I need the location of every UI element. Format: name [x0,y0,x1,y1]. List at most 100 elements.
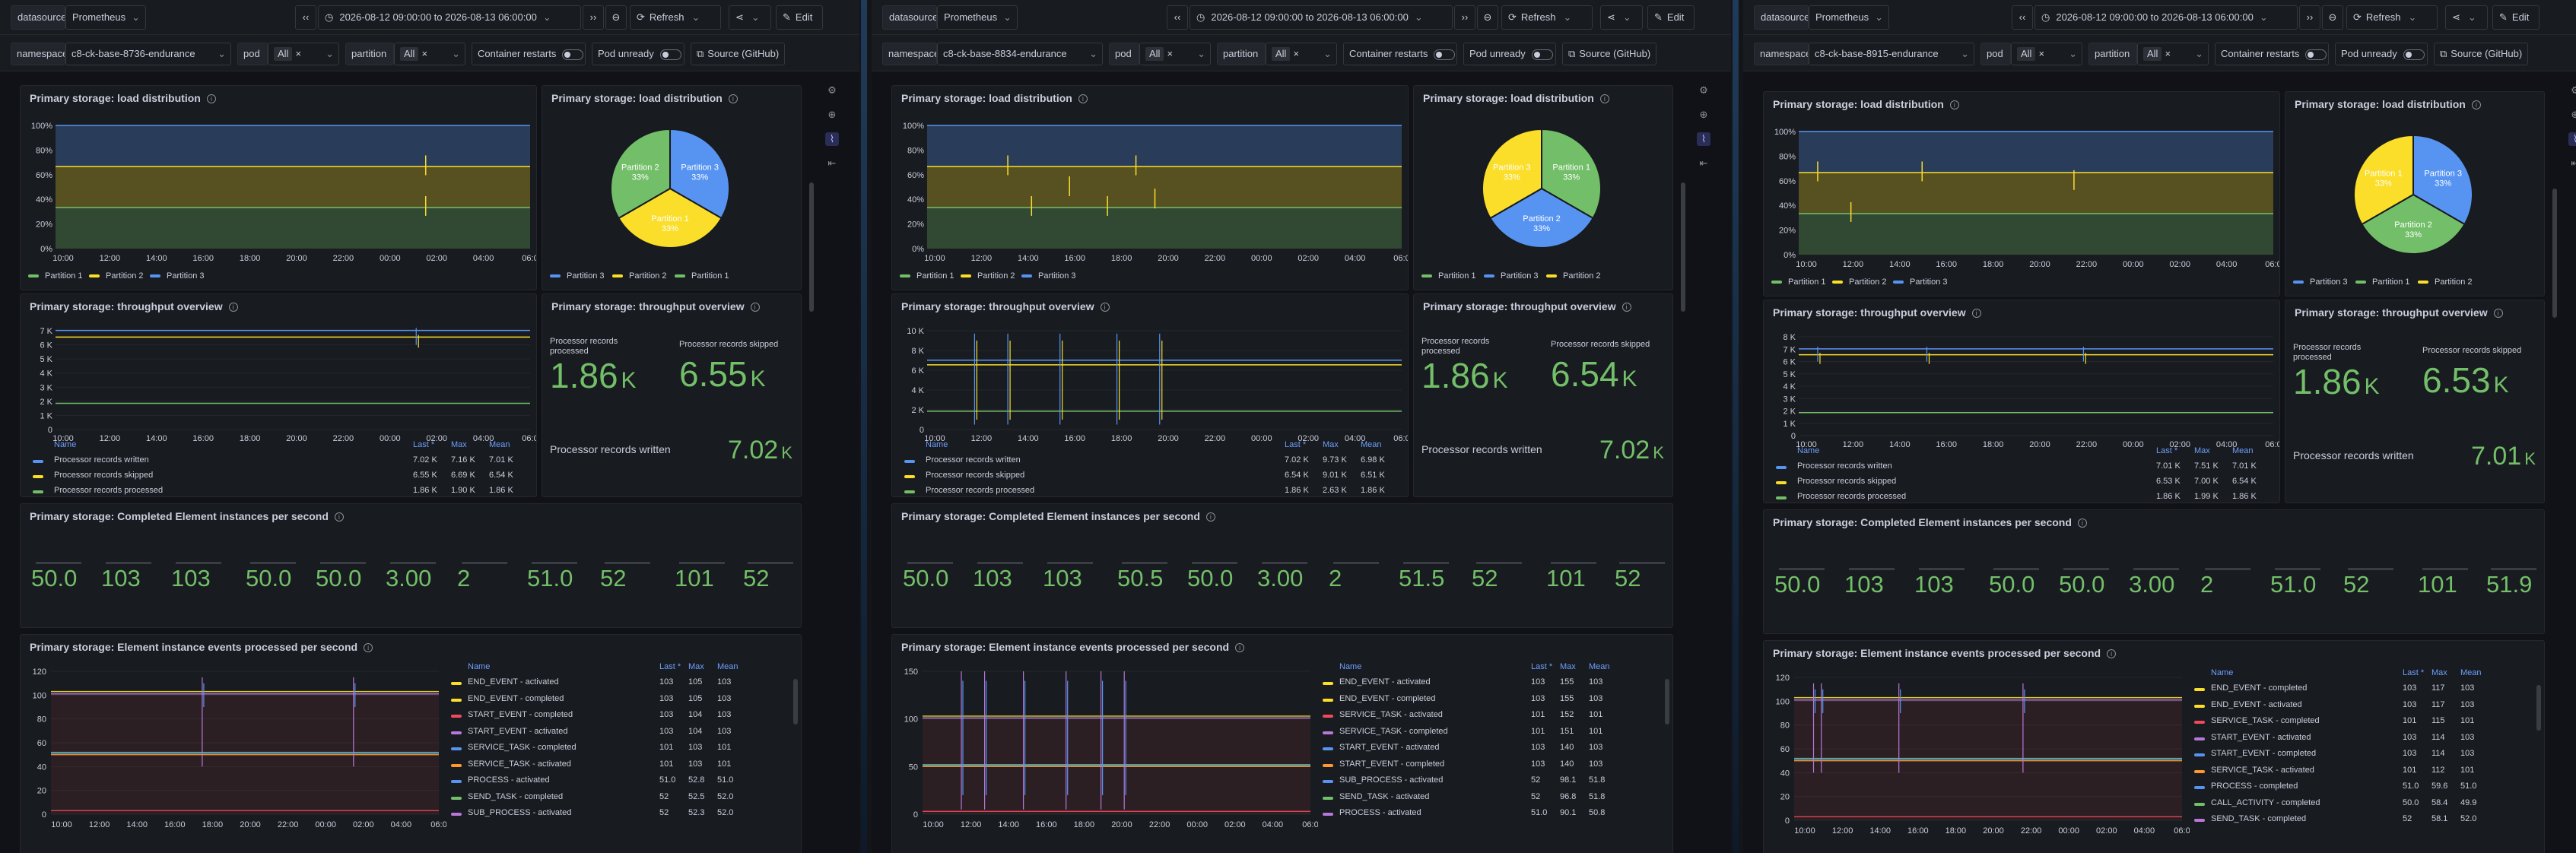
column-header[interactable]: Mean [1361,440,1382,449]
close-icon[interactable]: × [1293,48,1300,59]
info-icon[interactable]: i [1078,94,1088,104]
edit-button[interactable]: ✎ Edit [1647,5,1695,30]
back-icon[interactable]: ‹‹ [1167,5,1188,30]
info-icon[interactable]: i [1971,309,1981,319]
collapse-icon[interactable]: ⇤ [2571,157,2576,169]
legend-label[interactable]: SERVICE_TASK - completed [468,743,577,752]
info-icon[interactable]: i [2493,309,2503,319]
close-icon[interactable]: × [295,48,302,59]
container-restarts-toggle[interactable]: Container restarts [2215,43,2329,65]
legend-label[interactable]: Processor records processed [1797,492,1907,501]
legend-label[interactable]: END_EVENT - completed [468,693,564,703]
legend-item[interactable]: Partition 3 [2293,277,2348,287]
legend-label[interactable]: PROCESS - completed [2211,782,2298,791]
pod-unready-toggle[interactable]: Pod unready [2335,43,2428,65]
column-header[interactable]: Name [54,440,77,449]
back-icon[interactable]: ‹‹ [295,5,316,30]
source-link[interactable]: ⧉ Source (GitHub) [2434,43,2528,65]
datasource-select[interactable]: Prometheus ⌄ [1809,5,1889,30]
legend-item[interactable]: Partition 3 [1484,271,1539,281]
column-header[interactable]: Mean [489,440,510,449]
legend-label[interactable]: Processor records written [54,455,149,465]
scrollbar[interactable] [1681,182,1685,312]
settings-icon[interactable]: ⚙ [827,84,837,96]
add-panel-icon[interactable]: ⊕ [827,109,837,120]
column-header[interactable]: Name [2211,668,2234,677]
column-header[interactable]: Max [1323,440,1339,449]
legend-label[interactable]: END_EVENT - activated [468,677,559,687]
info-icon[interactable]: i [364,643,373,653]
legend-label[interactable]: Processor records written [1797,461,1892,471]
column-header[interactable]: Last * [659,662,681,671]
toggle-switch[interactable] [2305,49,2327,60]
legend-label[interactable]: START_EVENT - activated [468,726,568,736]
legend-label[interactable]: START_EVENT - activated [2211,732,2311,742]
column-header[interactable]: Name [1797,446,1820,455]
toggle-switch[interactable] [659,49,681,60]
refresh-button[interactable]: ⟳ Refresh ⌄ [630,5,721,30]
legend-label[interactable]: SEND_TASK - activated [1339,791,1430,801]
legend-label[interactable]: START_EVENT - activated [1339,743,1440,752]
graph-icon[interactable]: ⌇ [825,132,839,146]
pod-select[interactable]: All × ⌄ [2011,43,2082,65]
legend-item[interactable]: Partition 2 [89,271,144,281]
close-icon[interactable]: × [421,48,428,59]
info-icon[interactable]: i [1205,512,1215,522]
pane-divider[interactable] [1733,0,1739,853]
toggle-switch[interactable] [1434,49,1456,60]
legend-item[interactable]: Partition 2 [2418,277,2473,287]
pod-unready-toggle[interactable]: Pod unready [592,43,684,65]
refresh-button[interactable]: ⟳ Refresh ⌄ [2346,5,2438,30]
column-header[interactable]: Mean [1589,662,1610,671]
legend-label[interactable]: SEND_TASK - completed [2211,814,2307,823]
legend-label[interactable]: SUB_PROCESS - activated [1339,775,1444,785]
legend-item[interactable]: Partition 1 [2355,277,2410,287]
legend-label[interactable]: SERVICE_TASK - completed [1339,726,1448,736]
source-link[interactable]: ⧉ Source (GitHub) [1562,43,1656,65]
legend-item[interactable]: Partition 3 [150,271,205,281]
time-range-picker[interactable]: ◷ 2026-08-12 09:00:00 to 2026-08-13 06:00… [318,5,581,30]
column-header[interactable]: Max [1560,662,1576,671]
info-icon[interactable]: i [2077,518,2087,528]
zoom-out-icon[interactable]: ⊖ [605,5,627,30]
column-header[interactable]: Mean [717,662,738,671]
column-header[interactable]: Last * [2403,668,2425,677]
namespace-select[interactable]: c8-ck-base-8736-endurance ⌄ [65,43,231,65]
legend-label[interactable]: SERVICE_TASK - activated [1339,710,1443,719]
legend-label[interactable]: END_EVENT - activated [2211,699,2302,709]
container-restarts-toggle[interactable]: Container restarts [472,43,586,65]
legend-label[interactable]: SERVICE_TASK - completed [2211,716,2320,725]
column-header[interactable]: Name [926,440,948,449]
add-panel-icon[interactable]: ⊕ [2571,109,2576,120]
info-icon[interactable]: i [1235,643,1245,653]
time-range-picker[interactable]: ◷ 2026-08-12 09:00:00 to 2026-08-13 06:00… [1190,5,1453,30]
scrollbar[interactable] [2552,189,2557,318]
scrollbar[interactable] [793,679,798,725]
settings-icon[interactable]: ⚙ [1699,84,1708,96]
namespace-select[interactable]: c8-ck-base-8915-endurance ⌄ [1809,43,1974,65]
edit-button[interactable]: ✎ Edit [2492,5,2539,30]
legend-label[interactable]: SERVICE_TASK - activated [2211,765,2314,775]
column-header[interactable]: Name [468,662,491,671]
info-icon[interactable]: i [750,303,760,312]
toggle-switch[interactable] [562,49,584,60]
share-button[interactable]: ⋖ ⌄ [1600,5,1643,30]
time-range-picker[interactable]: ◷ 2026-08-12 09:00:00 to 2026-08-13 06:00… [2034,5,2298,30]
pane-divider[interactable] [861,0,867,853]
legend-label[interactable]: START_EVENT - completed [468,710,573,719]
info-icon[interactable]: i [1100,303,1110,312]
settings-icon[interactable]: ⚙ [2571,84,2576,96]
back-icon[interactable]: ‹‹ [2012,5,2033,30]
column-header[interactable]: Max [451,440,467,449]
forward-icon[interactable]: ›› [583,5,604,30]
info-icon[interactable]: i [206,94,216,104]
legend-label[interactable]: SUB_PROCESS - activated [468,808,572,817]
toggle-switch[interactable] [2403,49,2425,60]
pod-select[interactable]: All × ⌄ [1139,43,1211,65]
column-header[interactable]: Max [2431,668,2447,677]
zoom-out-icon[interactable]: ⊖ [2322,5,2343,30]
namespace-select[interactable]: c8-ck-base-8834-endurance ⌄ [937,43,1103,65]
column-header[interactable]: Last * [1531,662,1553,671]
legend-label[interactable]: Processor records written [926,455,1021,465]
info-icon[interactable]: i [1949,100,1959,110]
